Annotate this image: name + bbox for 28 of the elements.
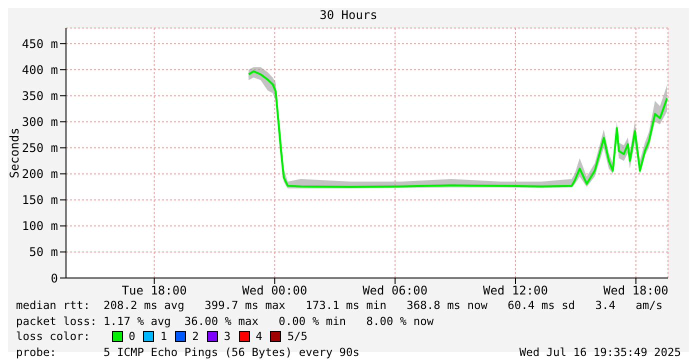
y-tick-label: 200 m bbox=[22, 167, 58, 182]
text: 0 bbox=[128, 329, 136, 345]
text: median rtt: 208.2 ms avg 399.7 ms max 173.1 ms min 368.8 ms now 60.4 ms sd 3.4 am/s bbox=[16, 298, 664, 314]
y-tick-label: 50 m bbox=[29, 245, 58, 260]
text: 3 bbox=[224, 329, 231, 345]
text: probe: 5 ICMP Echo Pings (56 Bytes) every 90s bbox=[16, 344, 360, 360]
y-tick-label: 100 m bbox=[22, 219, 58, 234]
text: Wed Jul 16 19:35:49 2025 bbox=[519, 344, 681, 360]
x-tick-label: Wed 00:00 bbox=[242, 284, 308, 298]
x-tick-label: Wed 18:00 bbox=[603, 284, 668, 298]
text: 2 bbox=[192, 329, 199, 345]
x-tick-label: Wed 06:00 bbox=[362, 284, 428, 298]
text: packet loss: 1.17 % avg 36.00 % max 0.00 % min 8.00 % now bbox=[16, 314, 435, 330]
y-tick-label: 400 m bbox=[22, 62, 58, 77]
y-axis-title: Seconds bbox=[7, 128, 22, 178]
y-tick-label: 300 m bbox=[22, 115, 58, 130]
chart-title: 30 Hours bbox=[318, 8, 378, 22]
y-tick-label: 0 bbox=[50, 271, 58, 286]
text: loss color: bbox=[16, 329, 92, 345]
text: 4 bbox=[256, 329, 262, 345]
x-tick-label: Wed 12:00 bbox=[482, 284, 548, 298]
y-tick-label: 450 m bbox=[22, 36, 58, 51]
y-tick-label: 350 m bbox=[22, 88, 58, 103]
y-tick-label: 150 m bbox=[22, 193, 58, 208]
x-tick-label: Tue 18:00 bbox=[122, 284, 187, 298]
text: 1 bbox=[160, 329, 168, 345]
y-tick-label: 250 m bbox=[22, 141, 58, 156]
text: 5/5 bbox=[287, 329, 308, 345]
